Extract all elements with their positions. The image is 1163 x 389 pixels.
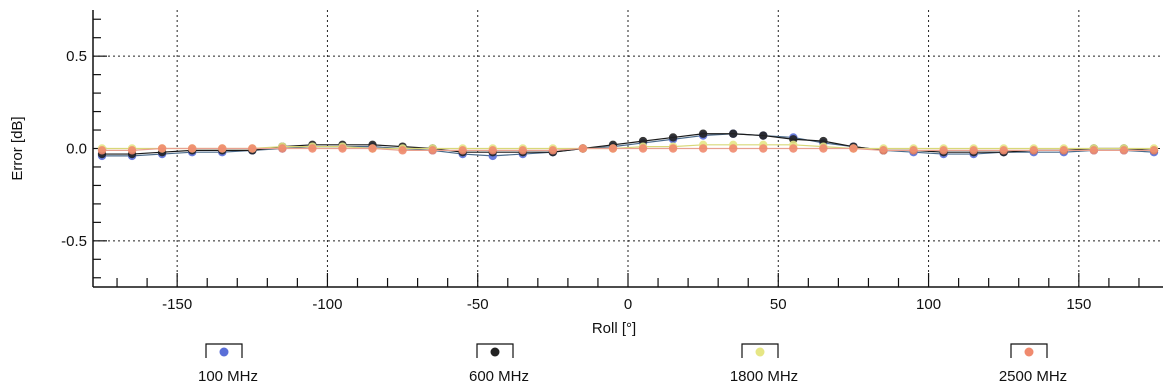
legend-swatch-marker bbox=[755, 347, 765, 357]
x-tick-label: -100 bbox=[312, 296, 342, 313]
data-point bbox=[759, 131, 768, 140]
legend-swatch-frame bbox=[476, 343, 514, 358]
data-point bbox=[97, 146, 107, 155]
legend-swatch-frame bbox=[741, 343, 779, 358]
data-point bbox=[698, 129, 708, 138]
x-tick-label: 0 bbox=[624, 296, 632, 313]
data-point bbox=[608, 144, 618, 153]
data-point bbox=[218, 144, 227, 153]
data-point bbox=[728, 129, 738, 138]
x-tick-label: -150 bbox=[162, 296, 192, 313]
legend-item: 2500 MHz bbox=[999, 343, 1067, 385]
legend-item: 600 MHz bbox=[469, 343, 529, 385]
legend-swatch-marker bbox=[490, 347, 500, 357]
legend: 100 MHz 600 MHz 1800 MHz 2500 MHz bbox=[198, 343, 1067, 385]
data-point bbox=[278, 144, 287, 153]
data-point bbox=[638, 144, 648, 153]
y-tick-label: 0.0 bbox=[66, 141, 87, 158]
data-point bbox=[668, 144, 678, 153]
series-line bbox=[102, 144, 1154, 150]
legend-swatch-frame bbox=[205, 343, 243, 358]
data-point bbox=[759, 144, 768, 153]
x-tick-label: 50 bbox=[770, 296, 787, 313]
data-point bbox=[127, 146, 137, 155]
data-point bbox=[698, 144, 708, 153]
data-point bbox=[488, 146, 497, 155]
x-axis-label: Roll [°] bbox=[592, 320, 636, 337]
x-tick-label: 100 bbox=[916, 296, 941, 313]
data-point bbox=[668, 133, 678, 142]
y-tick-label: 0.5 bbox=[66, 48, 87, 65]
data-point bbox=[187, 144, 197, 153]
series-line bbox=[102, 147, 1154, 151]
legend-item: 1800 MHz bbox=[730, 343, 798, 385]
legend-item: 100 MHz bbox=[198, 343, 258, 385]
data-point bbox=[248, 144, 257, 153]
data-point bbox=[1059, 146, 1069, 155]
data-point bbox=[939, 146, 948, 155]
data-point bbox=[458, 146, 467, 155]
data-point bbox=[398, 146, 407, 155]
x-tick-label: -50 bbox=[467, 296, 489, 313]
data-point bbox=[819, 144, 828, 153]
legend-label: 2500 MHz bbox=[999, 368, 1067, 385]
data-point bbox=[338, 144, 347, 153]
y-tick-label: -0.5 bbox=[61, 233, 87, 250]
data-point bbox=[578, 144, 588, 153]
series-2500-mhz bbox=[97, 144, 1159, 155]
data-point bbox=[1149, 146, 1159, 155]
data-point bbox=[849, 144, 858, 153]
data-series bbox=[97, 129, 1159, 161]
legend-label: 1800 MHz bbox=[730, 368, 798, 385]
y-axis-label: Error [dB] bbox=[9, 116, 26, 180]
data-point bbox=[909, 146, 918, 155]
data-point bbox=[308, 144, 317, 153]
data-point bbox=[999, 146, 1008, 155]
data-point bbox=[157, 144, 167, 153]
axis-tick-labels: -150 -100 -50 0 50 100 150 0.5 0.0 -0.5 bbox=[61, 48, 1091, 313]
legend-swatch-marker bbox=[219, 347, 229, 357]
data-point bbox=[789, 144, 798, 153]
data-point bbox=[368, 144, 377, 153]
data-point bbox=[428, 146, 437, 155]
legend-label: 600 MHz bbox=[469, 368, 529, 385]
legend-swatch-marker bbox=[1024, 347, 1034, 357]
data-point bbox=[879, 146, 888, 155]
x-tick-label: 150 bbox=[1066, 296, 1091, 313]
data-point bbox=[518, 146, 528, 155]
data-point bbox=[969, 146, 978, 155]
data-point bbox=[728, 144, 738, 153]
data-point bbox=[1089, 146, 1099, 155]
data-point bbox=[1119, 146, 1129, 155]
data-point bbox=[1029, 146, 1038, 155]
axis-ticks bbox=[93, 18, 1140, 287]
legend-swatch-frame bbox=[1010, 343, 1048, 358]
series-600-mhz bbox=[97, 129, 1159, 159]
legend-label: 100 MHz bbox=[198, 368, 258, 385]
data-point bbox=[548, 146, 558, 155]
